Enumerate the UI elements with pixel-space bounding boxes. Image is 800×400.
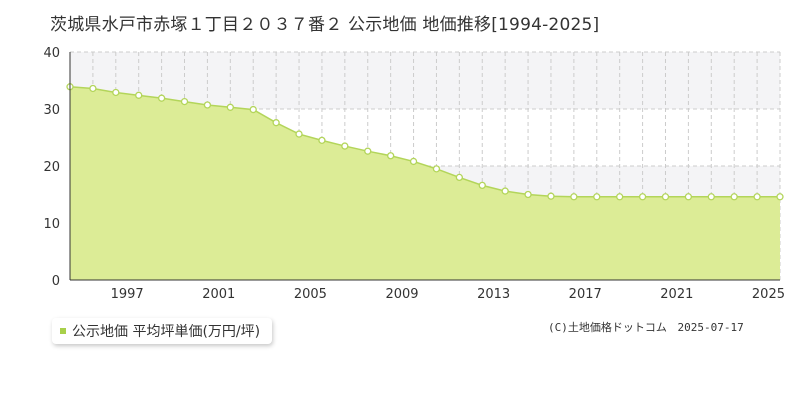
data-point	[180, 97, 189, 106]
x-tick-label: 2021	[660, 287, 693, 302]
data-point	[226, 103, 234, 111]
data-point	[455, 173, 464, 182]
data-point	[730, 193, 738, 201]
data-point	[684, 193, 693, 201]
data-points	[66, 83, 784, 201]
data-point	[593, 193, 601, 201]
data-point	[386, 152, 395, 160]
legend: 公示地価 平均坪単価(万円/坪)	[52, 318, 273, 344]
x-tick-label: 1997	[111, 287, 144, 302]
data-point	[776, 193, 784, 201]
data-point	[341, 142, 349, 150]
grid-band	[70, 52, 780, 109]
data-point	[547, 192, 555, 200]
data-point	[295, 130, 303, 138]
data-point	[157, 94, 166, 102]
x-tick-labels: 1997 2001 2005 2009 2013 2017 2021 2025	[111, 287, 785, 302]
data-point	[753, 193, 761, 201]
x-tick-label: 2009	[385, 287, 418, 302]
x-tick-label: 2017	[569, 287, 602, 302]
x-tick-label: 2005	[294, 287, 327, 302]
data-point	[203, 101, 212, 109]
x-tick-label: 2025	[752, 287, 785, 302]
series-area	[70, 86, 780, 281]
series-line	[69, 86, 780, 198]
y-tick-label: 20	[43, 160, 60, 175]
legend-swatch	[60, 328, 66, 334]
data-point	[524, 190, 532, 199]
data-point	[501, 187, 509, 195]
credit-date: 2025-07-17	[677, 321, 744, 334]
data-point	[364, 147, 372, 155]
data-point	[409, 157, 418, 166]
data-point	[112, 88, 120, 97]
credit-source: (C)土地価格ドットコム	[548, 321, 667, 334]
data-point	[432, 165, 441, 173]
x-tick-label: 2013	[477, 287, 510, 302]
data-point	[616, 193, 624, 201]
x-tick-label: 2001	[202, 287, 235, 302]
area-layer	[69, 86, 780, 281]
chart-title: 茨城県水戸市赤塚１丁目２０３７番２ 公示地価 地価推移[1994-2025]	[50, 15, 600, 35]
legend-label: 公示地価 平均坪単価(万円/坪)	[72, 324, 261, 340]
credit: (C)土地価格ドットコム 2025-07-17	[548, 319, 748, 335]
axes	[69, 52, 780, 281]
y-tick-label: 40	[43, 46, 60, 61]
data-point	[638, 193, 647, 201]
data-point	[318, 136, 326, 145]
data-point	[272, 119, 280, 127]
y-tick-label: 10	[43, 217, 60, 232]
data-point	[707, 193, 715, 201]
data-point	[89, 84, 97, 93]
y-tick-labels: 0 10 20 30 40	[43, 46, 60, 289]
data-point	[661, 193, 670, 201]
y-tick-label: 0	[52, 274, 60, 289]
data-point	[249, 105, 257, 114]
y-tick-label: 30	[43, 103, 60, 118]
data-point	[478, 181, 486, 190]
data-point	[135, 91, 143, 99]
data-point	[570, 193, 578, 201]
